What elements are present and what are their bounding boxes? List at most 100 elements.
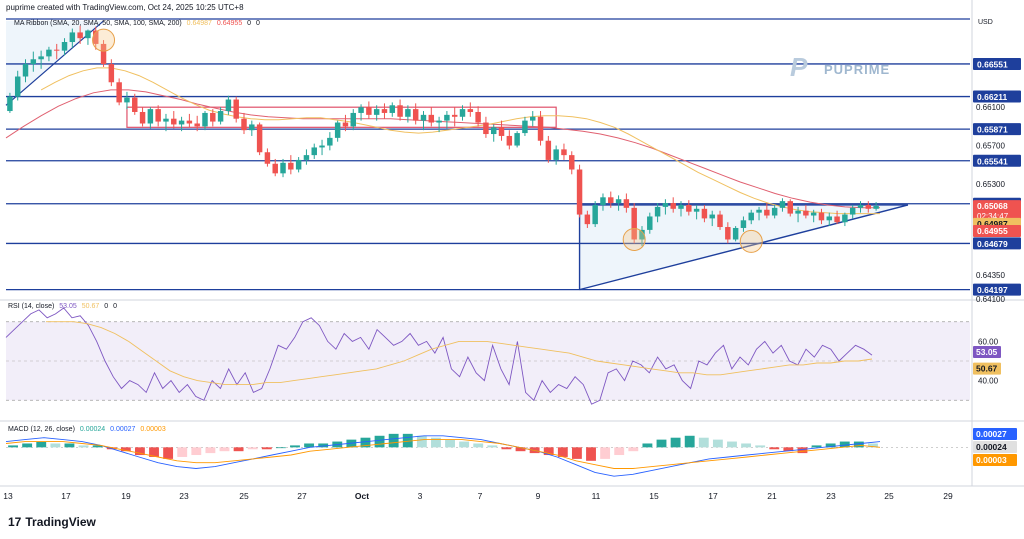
candle-body [561,149,567,156]
candle-body [194,123,200,127]
macd-histogram-bar [304,443,315,448]
price-level-badge [973,57,1021,70]
rsi-legend-title: RSI (14, close) [8,303,55,310]
brand-name: PUPRIME [824,62,891,77]
candle-body [779,201,786,208]
tradingview-mark-icon: 17 [8,515,22,529]
macd-histogram-bar [78,445,89,448]
candle-body [725,227,731,240]
candle-body [459,109,466,117]
macd-histogram-bar [783,447,794,452]
candle-body [69,32,76,43]
time-axis-tick: 23 [826,491,836,501]
macd-line [5,435,881,477]
candle-body [654,206,661,217]
highlight-circle [622,227,646,251]
macd-value-badge [973,454,1017,466]
candle-body [842,214,848,223]
time-axis-tick: 27 [297,491,307,501]
macd-histogram-bar [515,447,526,452]
macd-histogram-bar [177,447,188,457]
candle-body [93,30,99,44]
candle-body [553,149,559,160]
candle-body [163,118,169,122]
macd-histogram-bar [22,443,33,448]
candle-body [436,120,442,123]
macd-histogram-bar [233,447,244,452]
candle-body [810,212,817,216]
macd-histogram-bar [769,447,780,450]
candle-body [171,118,177,125]
candle-body [483,122,489,135]
rsi-ma-line [46,321,873,386]
candle-body [444,114,450,121]
candle-body [873,205,879,209]
candle-body [381,109,388,113]
header-credit: puprime created with TradingView.com, Oc… [6,3,244,12]
candle-body [241,118,247,131]
macd-signal-line [5,439,881,469]
rsi-legend-value-2: 50.67 [81,303,100,310]
price-level-badge [973,283,1021,296]
macd-histogram-bar [374,435,385,448]
candle-body [428,114,435,123]
candle-body [319,145,325,148]
macd-histogram-bar [290,445,300,448]
rsi-legend-value-1: 53.05 [59,303,77,310]
candle-body [22,64,29,77]
macd-histogram-bar [501,447,512,450]
candle-body [849,207,856,215]
price-level-badge [973,237,1021,250]
candle-body [116,82,122,103]
macd-histogram-bar [431,437,441,448]
time-axis-tick: 25 [884,491,894,501]
candle-body [124,97,130,103]
candle-body [264,152,271,164]
time-axis-tick: Oct [355,491,369,501]
price-level-badge [973,90,1021,103]
rsi-value-badge [973,346,1001,359]
candle-body [139,111,146,124]
sma-fast-line [40,67,880,215]
macd-histogram-bar [628,447,639,452]
candle-body [764,209,770,216]
macd-histogram-bar [684,435,695,448]
candle-body [748,212,754,221]
macd-histogram-bar [853,441,864,448]
candle-body [342,122,349,127]
price-level-badge [973,154,1021,167]
price-legend-value-4: 0 [256,20,260,27]
time-axis-tick: 21 [767,491,777,501]
price-level-label: 0.66211 [977,92,1008,102]
macd-histogram-bar [586,447,596,461]
macd-histogram-bar [92,445,103,448]
candle-body [647,216,653,230]
candle-body [46,49,52,57]
rsi-axis-tick: 60.00 [978,337,999,346]
macd-legend-value-2: 0.00027 [110,426,136,433]
sma-slow-line [5,89,880,209]
time-axis-tick: 17 [61,491,71,501]
candle-body [631,207,637,240]
tradingview-logo[interactable]: 17 TradingView [8,515,96,529]
rsi-line [5,307,873,405]
macd-legend-title: MACD (12, 26, close) [8,426,75,433]
macd-histogram-bar [416,435,427,448]
macd-histogram-bar [318,443,329,448]
macd-histogram-bar [275,447,286,449]
candle-body [132,97,138,112]
macd-value-label: 0.00024 [976,442,1007,452]
candle-body [787,201,793,214]
candle-body [30,59,37,65]
macd-value-badge [973,441,1017,453]
candle-body [795,210,801,214]
highlight-circle [739,229,763,253]
macd-histogram-bar [36,441,47,448]
price-legend-value-3: 0 [247,20,252,27]
last-price-badge [973,224,1021,237]
rsi-value-label: 53.05 [976,347,998,357]
candle-body [467,109,474,112]
price-pane-legend: MA Ribbon (SMA, 20, SMA, 50, SMA, 100, S… [14,20,260,27]
macd-histogram-bar [163,447,174,459]
candle-body [818,212,825,221]
